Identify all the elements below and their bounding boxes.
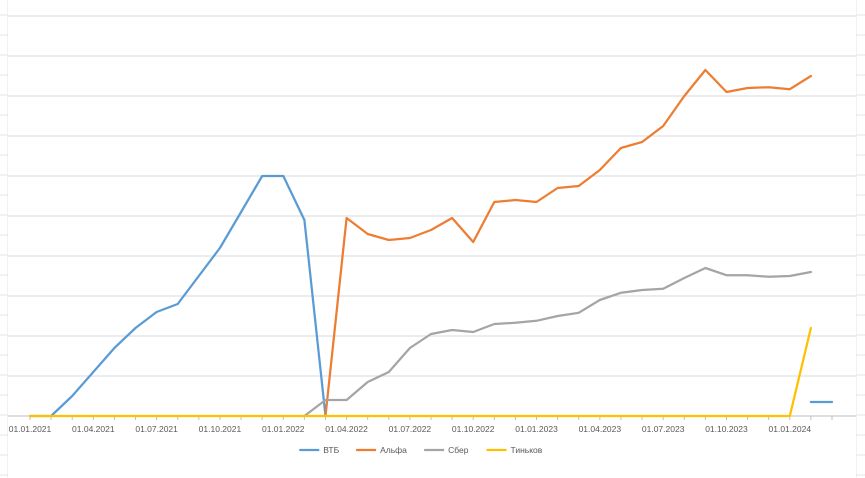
- x-tick-label: 01.04.2023: [579, 424, 622, 434]
- x-tick-label: 01.01.2023: [515, 424, 558, 434]
- x-tick-label: 01.01.2021: [9, 424, 52, 434]
- x-tick-label: 01.04.2022: [325, 424, 368, 434]
- x-tick-label: 01.07.2023: [642, 424, 685, 434]
- x-tick-label: 01.04.2021: [72, 424, 115, 434]
- gridlines: [8, 0, 856, 478]
- legend-label: ВТБ: [323, 445, 339, 455]
- legend: ВТБ Альфа Сбер Тиньков: [299, 445, 543, 455]
- series-line: [28, 174, 834, 418]
- x-tick-label: 01.07.2021: [135, 424, 178, 434]
- legend-label: Альфа: [380, 445, 407, 455]
- x-tick-label: 01.10.2023: [705, 424, 748, 434]
- series-line: [324, 68, 813, 418]
- legend-label: Сбер: [448, 445, 469, 455]
- x-tick-label: 01.01.2022: [262, 424, 305, 434]
- x-tick-label: 01.01.2024: [769, 424, 812, 434]
- x-tick-label: 01.10.2021: [199, 424, 242, 434]
- series-line: [303, 266, 813, 418]
- series-line: [28, 326, 813, 418]
- chart-area: [8, 0, 856, 478]
- legend-label: Тиньков: [511, 445, 543, 455]
- x-tick-label: 01.10.2022: [452, 424, 495, 434]
- x-tick-label: 01.07.2022: [389, 424, 432, 434]
- series-layer: [28, 68, 834, 418]
